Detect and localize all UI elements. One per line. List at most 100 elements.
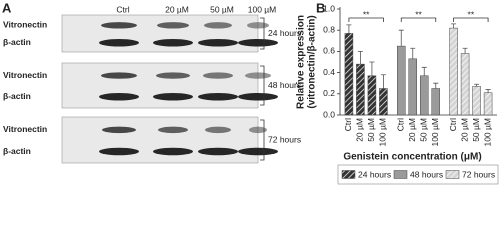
y-tick-label: 0.0 bbox=[323, 109, 335, 119]
row-label: β-actin bbox=[3, 146, 31, 156]
blot-band bbox=[198, 147, 238, 156]
legend-box bbox=[337, 164, 499, 185]
x-tick-label: 100 µM bbox=[482, 118, 492, 147]
error-bar bbox=[485, 89, 491, 93]
row-label: β-actin bbox=[3, 37, 31, 47]
legend-label: 24 hours bbox=[358, 169, 391, 179]
blot-image bbox=[61, 14, 259, 53]
bracket bbox=[260, 17, 265, 50]
y-tick-label: 0.8 bbox=[323, 24, 335, 34]
legend-swatch bbox=[393, 170, 408, 179]
y-tick-label: 0.2 bbox=[323, 88, 335, 98]
blot-band bbox=[198, 38, 238, 47]
x-tick-label: Ctrl bbox=[448, 118, 458, 131]
y-axis-title: Relative expression bbox=[296, 15, 307, 109]
blot-band bbox=[238, 92, 278, 101]
blot-band bbox=[238, 147, 278, 156]
blot-band bbox=[247, 22, 269, 29]
row-label: Vitronectin bbox=[3, 70, 47, 80]
blot-band bbox=[153, 92, 193, 101]
error-bar bbox=[357, 51, 363, 65]
significance-bracket bbox=[348, 17, 384, 22]
blot-band bbox=[99, 38, 139, 47]
blot-band bbox=[99, 147, 139, 156]
x-tick-label: 50 µM bbox=[366, 118, 376, 142]
bar bbox=[460, 53, 470, 116]
error-bar bbox=[462, 47, 468, 54]
blot-band bbox=[238, 38, 278, 47]
y-tick-label: 0.6 bbox=[323, 46, 335, 56]
blot-band bbox=[158, 126, 188, 134]
blot-band bbox=[101, 72, 137, 79]
error-bar bbox=[410, 47, 416, 59]
time-label: 24 hours bbox=[268, 28, 301, 38]
x-tick-label: 100 µM bbox=[378, 118, 388, 147]
row-label: β-actin bbox=[3, 91, 31, 101]
time-label: 48 hours bbox=[268, 80, 301, 90]
blot-band bbox=[99, 92, 139, 101]
blot-band bbox=[198, 92, 238, 101]
column-header: 50 µM bbox=[210, 4, 234, 14]
blot-image bbox=[61, 62, 259, 109]
x-tick-label: 50 µM bbox=[471, 118, 481, 142]
y-tick-label: 1.0 bbox=[323, 3, 335, 13]
legend-label: 48 hours bbox=[410, 169, 443, 179]
blot-band bbox=[249, 126, 267, 134]
blot-band bbox=[204, 22, 232, 29]
x-tick-label: 50 µM bbox=[419, 118, 429, 142]
x-tick-label: Ctrl bbox=[343, 118, 353, 131]
x-tick-label: 20 µM bbox=[407, 118, 417, 142]
figure: A Ctrl 20 µM 50 µM 100 µM Vitronectin β-a… bbox=[2, 0, 499, 185]
y-axis-title: (vitronectin/β-actin) bbox=[307, 15, 318, 108]
bar bbox=[483, 92, 493, 116]
blot-band bbox=[153, 147, 193, 156]
column-header: 100 µM bbox=[248, 4, 277, 14]
column-header: Ctrl bbox=[116, 4, 129, 14]
bar bbox=[431, 88, 440, 116]
blot-band bbox=[205, 126, 231, 134]
significance-label: ** bbox=[415, 9, 422, 19]
legend-swatch bbox=[445, 170, 460, 179]
y-tick-label: 0.4 bbox=[323, 67, 335, 77]
error-bar bbox=[398, 29, 404, 47]
x-tick-label: 20 µM bbox=[355, 118, 365, 142]
panel-label: A bbox=[2, 0, 12, 15]
bar bbox=[449, 27, 458, 116]
time-label: 72 hours bbox=[268, 134, 301, 144]
row-label: Vitronectin bbox=[3, 124, 47, 134]
x-tick-label: Ctrl bbox=[396, 118, 406, 131]
blot-band bbox=[101, 22, 137, 29]
bar bbox=[367, 75, 377, 116]
bracket bbox=[260, 119, 265, 161]
panel-a: A Ctrl 20 µM 50 µM 100 µM Vitronectin β-a… bbox=[2, 0, 301, 164]
x-tick-label: 20 µM bbox=[459, 118, 469, 142]
error-bar bbox=[421, 66, 427, 76]
x-tick-label: 100 µM bbox=[430, 118, 440, 147]
bracket bbox=[260, 65, 265, 106]
error-bar bbox=[346, 24, 352, 34]
error-bar bbox=[451, 23, 457, 29]
error-bar bbox=[380, 74, 386, 89]
bar bbox=[408, 58, 417, 116]
legend-label: 72 hours bbox=[462, 169, 495, 179]
x-axis-title: Genistein concentration (μM) bbox=[343, 152, 481, 163]
significance-bracket bbox=[400, 17, 437, 22]
significance-bracket bbox=[453, 17, 489, 22]
column-header: 20 µM bbox=[165, 4, 189, 14]
bar bbox=[397, 45, 406, 116]
blot-image bbox=[61, 116, 259, 164]
blot-band bbox=[203, 72, 233, 79]
error-bar bbox=[369, 61, 375, 76]
legend-swatch bbox=[341, 170, 356, 179]
blot-band bbox=[245, 72, 271, 79]
blot-band bbox=[102, 126, 136, 134]
blot-band bbox=[156, 72, 190, 79]
significance-label: ** bbox=[363, 9, 370, 19]
bar bbox=[420, 75, 429, 116]
panel-label: B bbox=[316, 0, 325, 15]
row-label: Vitronectin bbox=[3, 20, 47, 30]
bar bbox=[356, 63, 365, 116]
bar bbox=[344, 33, 354, 116]
blot-band bbox=[157, 22, 189, 29]
bar bbox=[472, 86, 481, 116]
